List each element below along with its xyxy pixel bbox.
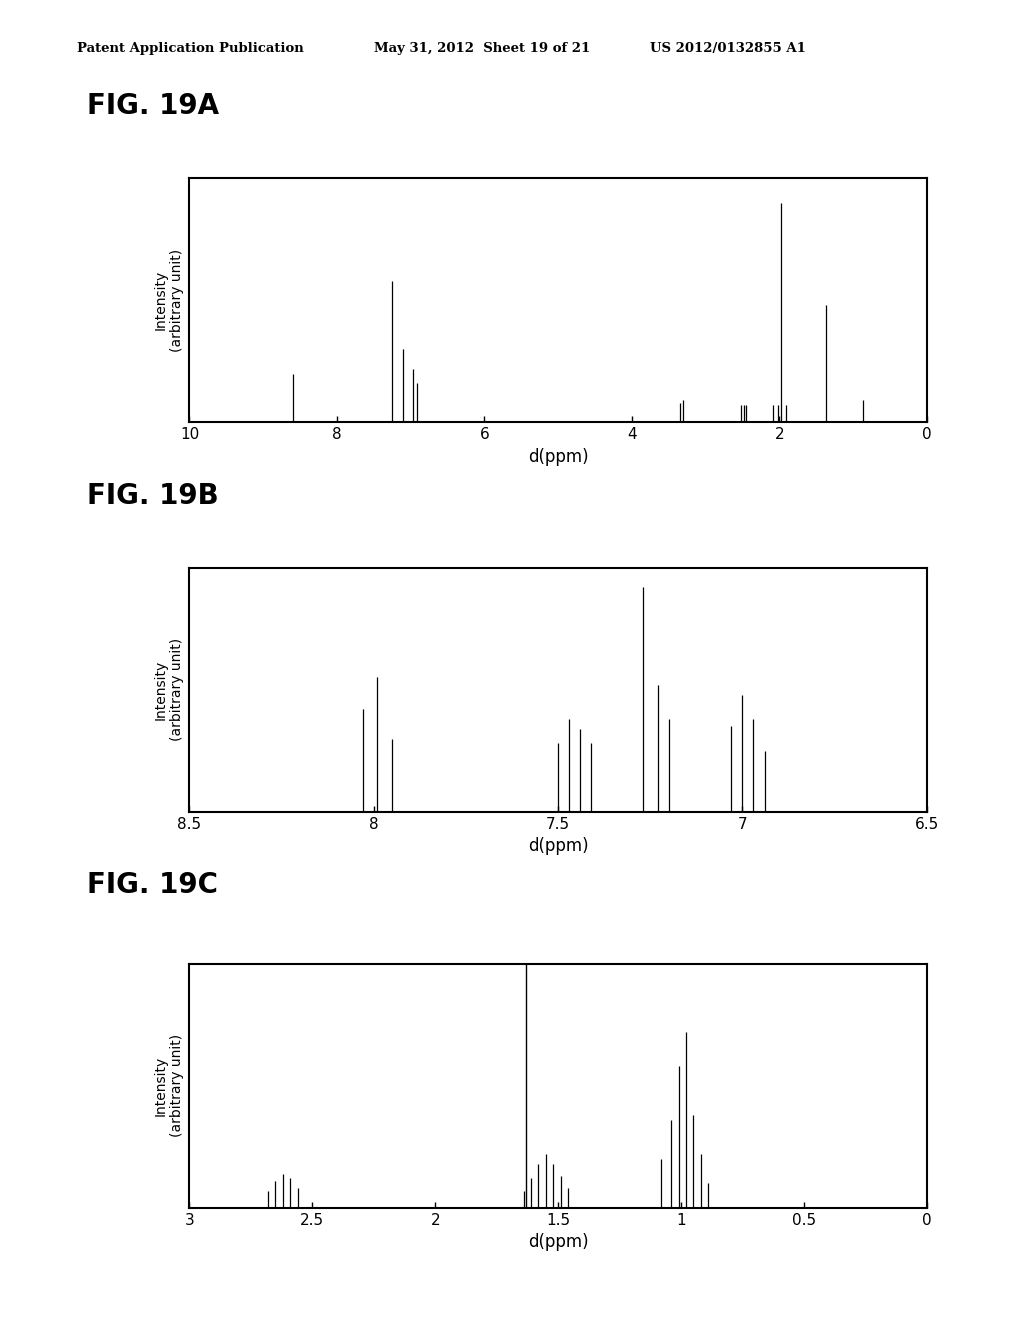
- Y-axis label: Intensity
(arbitrary unit): Intensity (arbitrary unit): [154, 638, 184, 742]
- Text: FIG. 19C: FIG. 19C: [87, 871, 218, 899]
- Text: May 31, 2012  Sheet 19 of 21: May 31, 2012 Sheet 19 of 21: [374, 42, 590, 55]
- Text: Patent Application Publication: Patent Application Publication: [77, 42, 303, 55]
- X-axis label: d(ppm): d(ppm): [527, 1233, 589, 1251]
- X-axis label: d(ppm): d(ppm): [527, 447, 589, 466]
- X-axis label: d(ppm): d(ppm): [527, 837, 589, 855]
- Y-axis label: Intensity
(arbitrary unit): Intensity (arbitrary unit): [154, 1034, 184, 1138]
- Y-axis label: Intensity
(arbitrary unit): Intensity (arbitrary unit): [154, 248, 184, 352]
- Text: FIG. 19B: FIG. 19B: [87, 482, 219, 510]
- Text: FIG. 19A: FIG. 19A: [87, 92, 219, 120]
- Text: US 2012/0132855 A1: US 2012/0132855 A1: [650, 42, 806, 55]
